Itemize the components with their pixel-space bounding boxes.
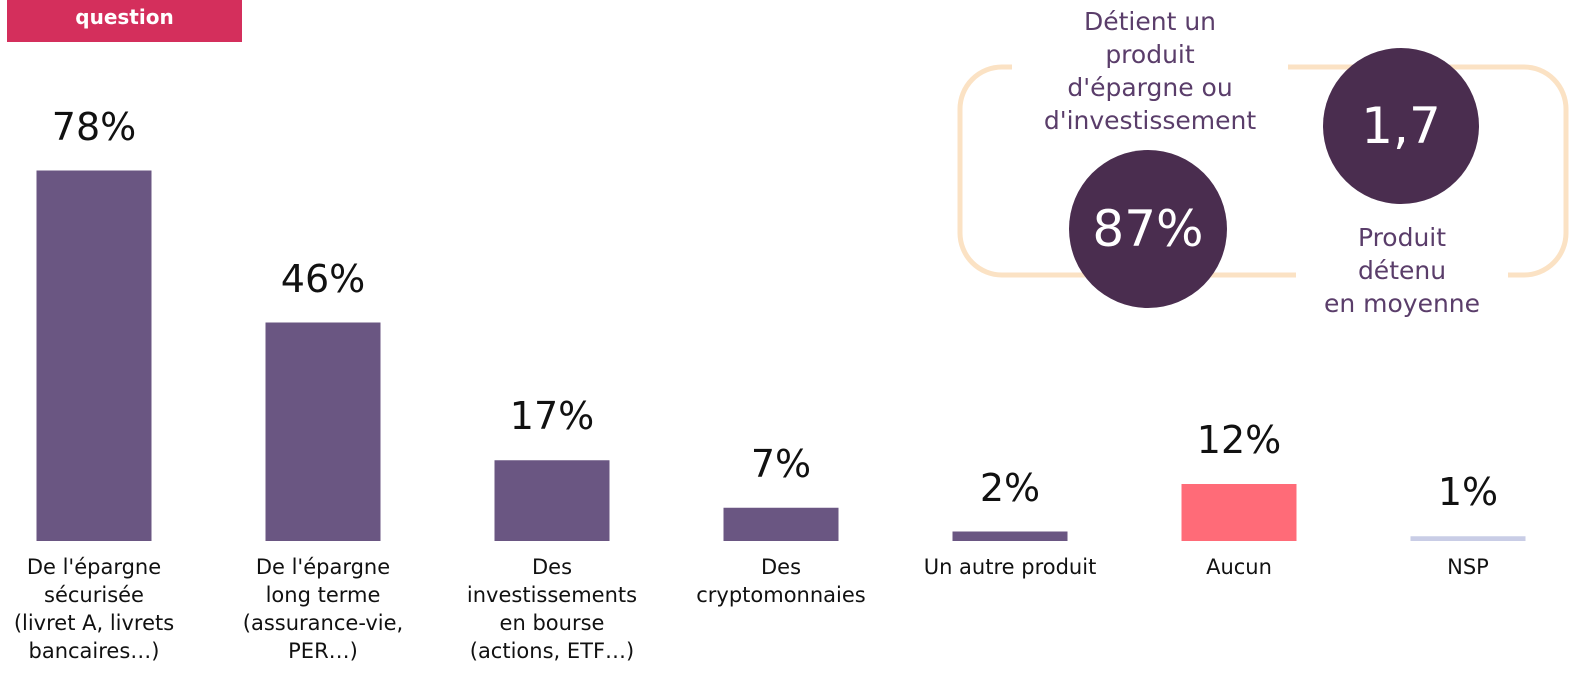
value-label: 46%: [280, 256, 366, 301]
stat-label: Produit détenu en moyenne: [1323, 223, 1481, 318]
stat-label: Détient un produit d'épargne ou d'invest…: [1043, 7, 1257, 135]
frame-gap: [1012, 55, 1288, 85]
value-label: 17%: [509, 394, 595, 439]
category-label: De l'épargne long terme (assurance-vie, …: [242, 555, 404, 663]
bar: [265, 322, 381, 541]
category-label: Aucun: [1206, 555, 1272, 579]
bar: [1410, 536, 1526, 541]
value-label: 78%: [51, 104, 137, 149]
stat-circle: [1069, 150, 1227, 308]
value-label: 12%: [1196, 418, 1282, 462]
bar: [723, 507, 839, 541]
stat-circle: [1323, 48, 1479, 204]
value-label: 2%: [979, 465, 1041, 510]
frame-gap: [1296, 255, 1508, 285]
stat-value: 1,7: [1361, 97, 1441, 155]
bar: [952, 531, 1068, 541]
category-label: Un autre produit: [923, 555, 1097, 579]
category-label: Des investissements en bourse (actions, …: [466, 555, 638, 663]
category-label: Des cryptomonnaies: [696, 555, 866, 607]
bar: [1181, 484, 1297, 541]
stat-value: 87%: [1092, 200, 1204, 258]
category-label: NSP: [1447, 555, 1489, 579]
bar: [36, 170, 152, 541]
category-label: De l'épargne sécurisée (livret A, livret…: [13, 555, 175, 663]
tag-text: question: [75, 5, 174, 29]
tag-box: [7, 0, 242, 42]
value-label: 7%: [750, 441, 812, 486]
bar: [494, 460, 610, 541]
value-label: 1%: [1437, 470, 1499, 515]
